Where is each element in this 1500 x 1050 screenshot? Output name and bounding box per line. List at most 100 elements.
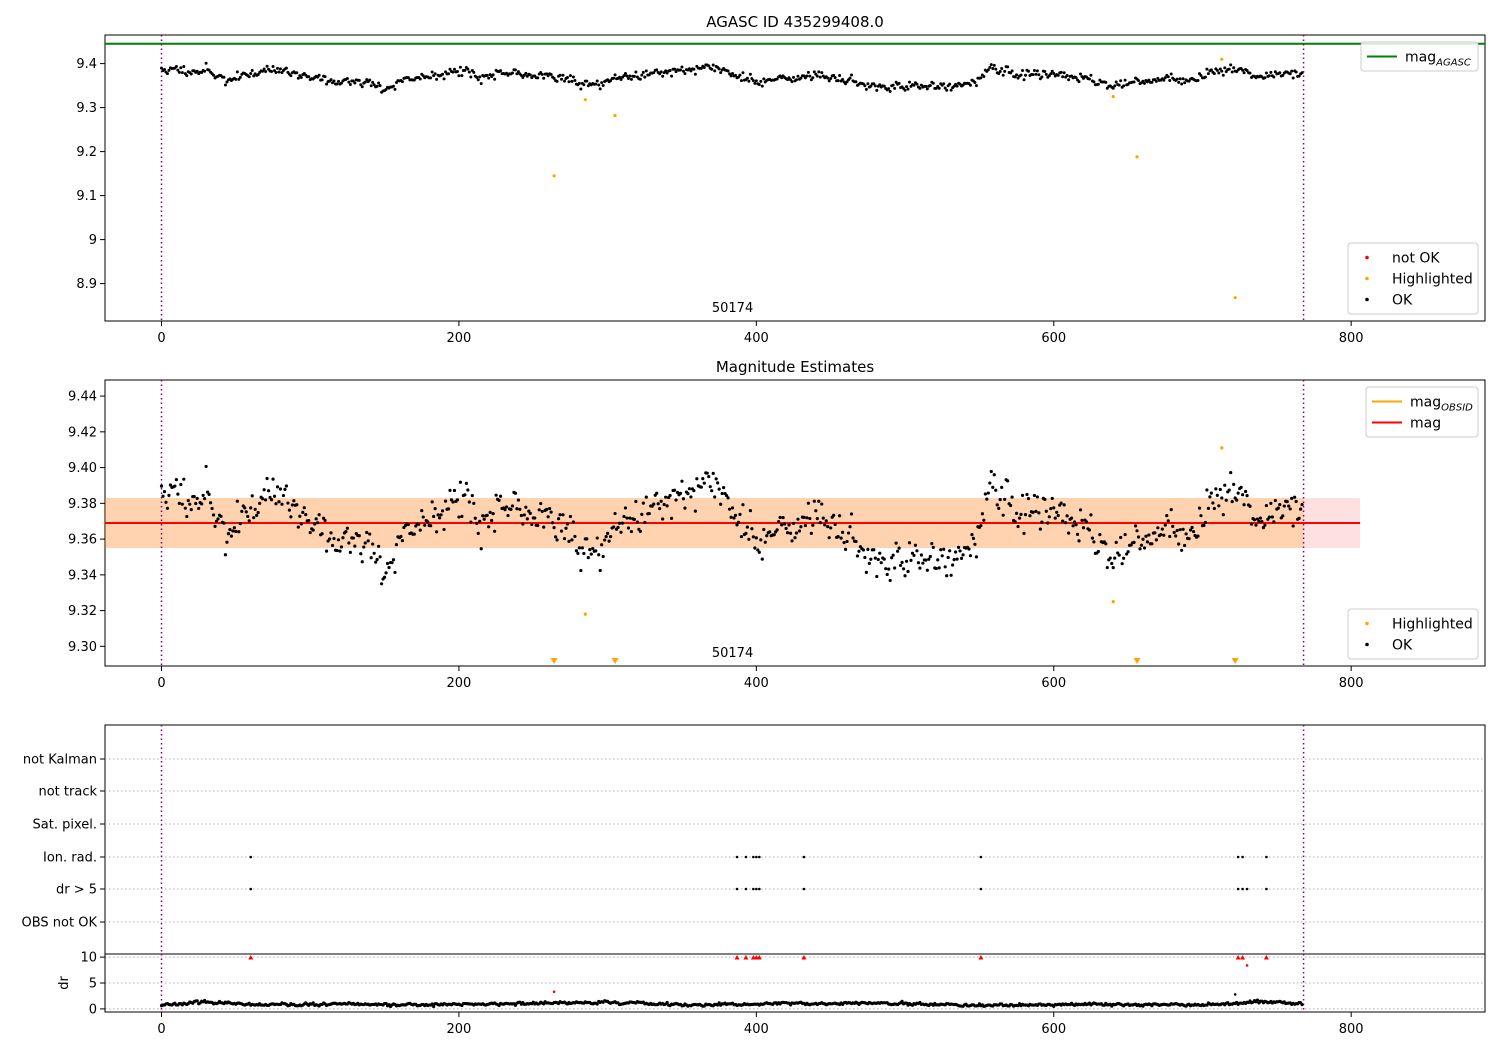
ok-point: [1016, 524, 1020, 529]
ok-point: [597, 553, 601, 557]
ok-point: [208, 501, 213, 505]
ok-point: [958, 549, 962, 553]
ok-point: [497, 498, 501, 502]
ok-point: [674, 498, 678, 502]
ok-point: [882, 84, 886, 88]
ok-point: [912, 553, 916, 557]
ok-point: [1044, 72, 1048, 76]
legend-dot-swatch: [1365, 255, 1369, 260]
ok-point: [1293, 495, 1297, 499]
ok-point: [561, 73, 565, 77]
ok-point: [168, 483, 173, 487]
ok-point: [1123, 532, 1127, 537]
ok-point: [643, 75, 647, 79]
ok-point: [436, 513, 440, 517]
ok-point: [264, 498, 268, 502]
ok-point: [661, 74, 665, 78]
ok-point: [909, 558, 913, 562]
ok-point: [455, 70, 459, 74]
ok-point: [598, 568, 602, 573]
ok-point: [729, 74, 733, 78]
ok-point: [739, 79, 743, 83]
ok-point: [485, 513, 489, 517]
x-tick-label: 800: [1339, 1022, 1364, 1037]
ok-point: [265, 476, 269, 481]
ok-point: [292, 499, 296, 503]
ok-point: [782, 522, 787, 526]
ok-point: [1150, 80, 1154, 84]
ok-point: [571, 75, 575, 79]
ok-point: [658, 507, 662, 511]
ok-point: [262, 67, 266, 71]
legend-label: OK: [1392, 638, 1413, 654]
ok-point: [1153, 531, 1157, 535]
ok-point: [873, 556, 877, 560]
ok-point: [533, 516, 537, 520]
ok-point: [255, 513, 259, 518]
ok-point: [719, 71, 723, 75]
ok-point: [791, 521, 796, 525]
ok-point: [595, 536, 599, 540]
ok-point: [519, 73, 523, 77]
ok-point: [1220, 496, 1224, 500]
ok-point: [362, 545, 366, 549]
ok-point: [165, 72, 169, 76]
ok-point: [563, 79, 566, 83]
ok-point: [194, 501, 198, 506]
ok-point: [620, 521, 625, 525]
ok-point: [878, 551, 882, 555]
dr-point: [1255, 998, 1260, 1002]
ok-point: [843, 547, 848, 551]
ok-point: [836, 535, 840, 539]
ok-point: [717, 487, 721, 491]
ok-point: [1046, 521, 1050, 525]
ok-point: [888, 578, 892, 583]
ok-point: [1026, 69, 1030, 73]
ok-point: [832, 513, 836, 517]
ok-point: [1203, 520, 1208, 525]
ok-point: [625, 74, 629, 78]
ok-point: [332, 79, 336, 83]
ok-point: [817, 499, 821, 503]
ok-point: [1177, 542, 1181, 546]
ok-point: [276, 66, 279, 70]
ok-point: [1174, 534, 1178, 538]
ok-point: [519, 513, 523, 518]
ok-point: [900, 560, 904, 564]
ok-point: [1221, 513, 1225, 517]
ok-point: [689, 495, 693, 499]
ok-point: [617, 521, 622, 525]
ok-point: [1159, 532, 1163, 537]
ok-point: [1132, 80, 1136, 84]
ok-point: [904, 559, 909, 563]
ok-point: [622, 514, 626, 519]
ok-point: [995, 503, 999, 507]
flag-point: [802, 855, 806, 859]
ok-point: [476, 78, 480, 82]
ok-point: [945, 88, 949, 92]
flag-point: [758, 855, 761, 859]
ok-point: [937, 566, 941, 570]
dr-point: [195, 999, 199, 1003]
ok-point: [1049, 507, 1053, 511]
ok-point: [499, 69, 503, 73]
ok-point: [299, 75, 303, 79]
ok-point: [611, 525, 616, 529]
ok-point: [1218, 67, 1222, 71]
ok-point: [393, 87, 397, 91]
ok-point: [1105, 565, 1109, 570]
flag-row-label: Sat. pixel.: [33, 818, 97, 833]
ok-point: [1260, 519, 1264, 524]
y-tick-label: 9.32: [68, 604, 97, 619]
obsid-label: 50174: [712, 301, 753, 316]
ok-point: [968, 554, 973, 558]
ok-point: [799, 525, 803, 529]
ok-point: [732, 516, 736, 520]
flag-row-label: not Kalman: [23, 753, 97, 768]
ok-point: [1218, 487, 1222, 492]
ok-point: [1166, 519, 1170, 523]
ok-point: [1125, 552, 1129, 556]
ok-point: [585, 537, 589, 541]
x-tick-label: 400: [744, 676, 769, 691]
ok-point: [1117, 83, 1121, 87]
